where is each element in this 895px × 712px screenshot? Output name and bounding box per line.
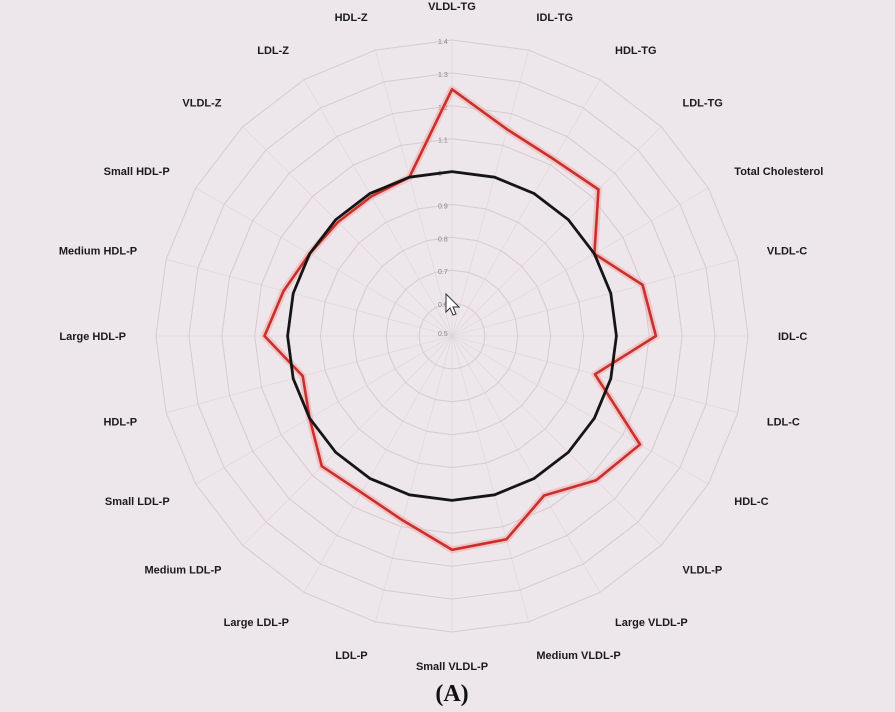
tick-label: 0.9 <box>438 203 448 210</box>
tick-label: 1.4 <box>438 39 448 46</box>
category-label: Medium HDL-P <box>59 246 137 258</box>
grid-spoke <box>166 335 453 413</box>
grid-spoke <box>451 79 601 337</box>
tick-labels: 0.50.60.70.80.911.11.21.31.4 <box>438 39 448 338</box>
grid-spoke <box>303 335 453 593</box>
category-label: IDL-TG <box>536 12 573 24</box>
grid-ring <box>352 236 552 436</box>
grid-spoke <box>451 259 738 337</box>
arrow-cursor-icon <box>445 292 461 316</box>
series-2-line <box>286 170 618 502</box>
grid-ring <box>319 203 585 469</box>
grid-spoke <box>451 335 601 593</box>
grid-spoke <box>451 187 709 337</box>
tick-label: 1.1 <box>438 138 448 145</box>
category-labels: VLDL-TG IDL-TG HDL-TG LDL-TG Total Cholester… <box>59 1 823 673</box>
category-label: Total Cholesterol <box>734 166 823 178</box>
category-label: HDL-C <box>734 496 768 508</box>
grid-spoke <box>303 79 453 337</box>
grid-spoke <box>451 335 662 546</box>
grid-spoke <box>451 126 662 337</box>
grid-spoke <box>195 187 453 337</box>
tick-label: 0.7 <box>438 269 448 276</box>
grid-ring <box>418 302 486 370</box>
category-label: VLDL-TG <box>428 1 476 13</box>
series-1-line <box>263 88 658 552</box>
category-label: IDL-C <box>778 331 807 343</box>
category-label: Medium VLDL-P <box>536 650 620 662</box>
category-label: HDL-TG <box>615 45 657 57</box>
category-label: HDL-P <box>103 416 137 428</box>
category-label: Small HDL-P <box>104 166 170 178</box>
grid-ring <box>254 138 650 534</box>
grid-spoke <box>242 335 453 546</box>
grid-ring <box>221 105 683 567</box>
grid-spoke <box>451 50 529 337</box>
category-label: LDL-TG <box>683 98 723 110</box>
category-label: Small LDL-P <box>105 496 170 508</box>
category-label: VLDL-P <box>683 564 723 576</box>
grid-spoke <box>451 335 709 485</box>
figure-caption: (A) <box>435 681 468 707</box>
category-label: VLDL-Z <box>182 98 221 110</box>
grid-spoke <box>166 259 453 337</box>
grid-spoke <box>375 335 453 622</box>
grid-ring <box>385 269 519 403</box>
grid-spoke <box>451 335 529 622</box>
category-label: LDL-Z <box>257 45 289 57</box>
category-label: LDL-P <box>335 650 367 662</box>
tick-label: 0.6 <box>438 302 448 309</box>
category-label: LDL-C <box>767 416 800 428</box>
category-label: Large HDL-P <box>59 331 126 343</box>
category-label: Large LDL-P <box>224 617 289 629</box>
grid-spoke <box>375 50 453 337</box>
grid-spoke <box>195 335 453 485</box>
category-label: HDL-Z <box>335 12 368 24</box>
category-label: Medium LDL-P <box>145 564 222 576</box>
grid-spoke <box>242 126 453 337</box>
tick-label: 0.8 <box>438 236 448 243</box>
tick-label: 1.3 <box>438 72 448 79</box>
category-label: VLDL-C <box>767 246 807 258</box>
tick-label: 0.5 <box>438 331 448 338</box>
series-layer <box>261 85 660 554</box>
grid-ring <box>155 39 749 633</box>
category-label: Large VLDL-P <box>615 617 688 629</box>
grid-ring <box>188 72 716 600</box>
category-label: Small VLDL-P <box>416 661 488 673</box>
